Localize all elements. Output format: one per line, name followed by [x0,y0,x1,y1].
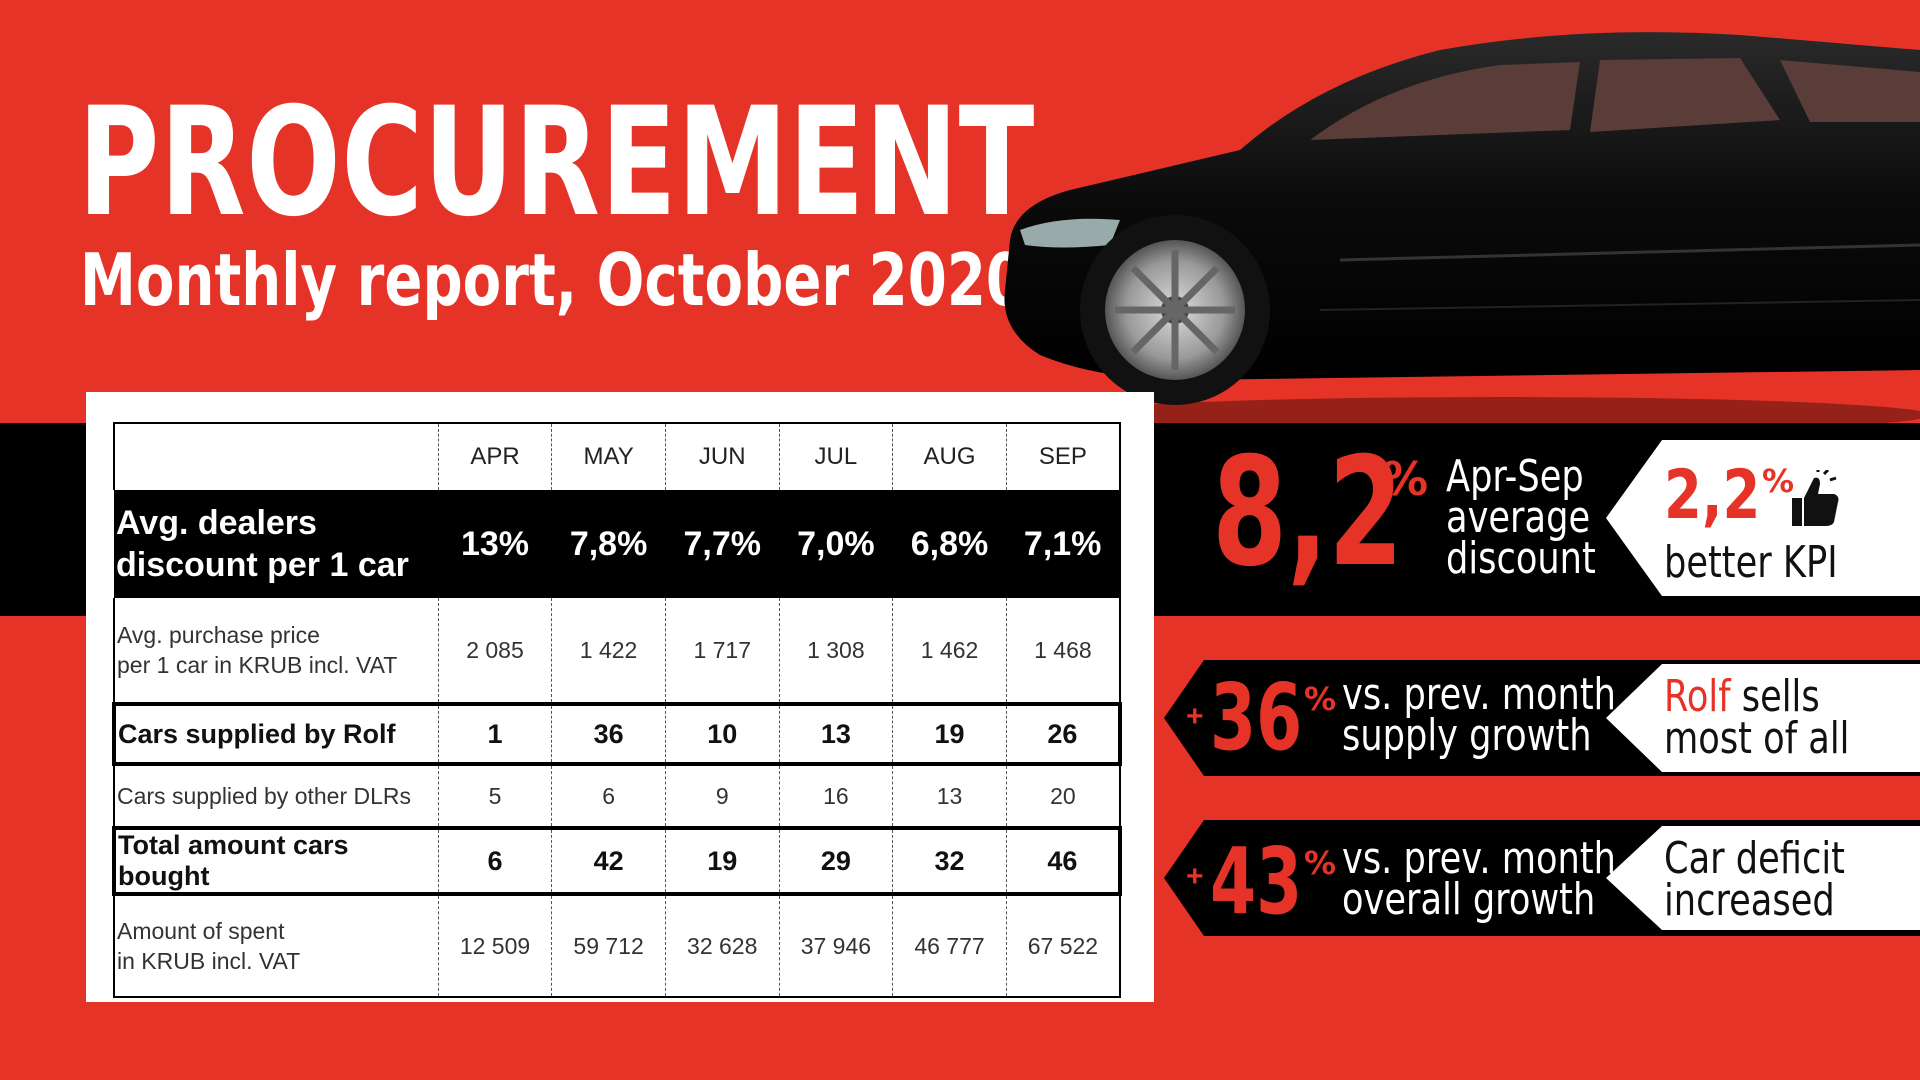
table-cell: 2 085 [437,598,552,704]
column-header: JUL [778,422,893,490]
kpi-supply-tag-shape [1606,664,1920,772]
tag-highlight: Rolf [1664,671,1731,722]
tag-line: sells [1730,671,1820,722]
table-cell: 32 [892,826,1007,896]
table-cell: 1 308 [778,598,893,704]
table-cell: 46 [1005,826,1122,896]
table-cell: 7,1% [1006,490,1121,598]
table-header-row: APR MAY JUN JUL AUG SEP [112,422,1121,490]
kpi-supply-sign: + [1186,700,1204,733]
kpi-discount-tag-text: better KPI [1664,537,1838,588]
kpi-overall-tag-shape [1606,826,1920,930]
page-subtitle: Monthly report, October 2020 [80,238,1025,322]
table-row-discount: Avg. dealers discount per 1 car 13% 7,8% … [114,490,1121,598]
row-label-line: discount per 1 car [116,546,409,584]
row-label: Avg. purchase price per 1 car in KRUB inc… [112,598,439,704]
table-cell: 36 [551,702,666,766]
kpi-overall-desc: vs. prev. month overall growth [1342,833,1616,925]
kpi-discount-desc: Apr-Sep average discount [1446,451,1596,584]
table-cell: 10 [664,702,780,766]
desc-line: supply growth [1342,710,1592,761]
header-empty [112,422,439,490]
thumbs-up-icon [1792,470,1839,526]
row-label-line: in KRUB incl. VAT [117,948,301,974]
desc-line: overall growth [1342,874,1596,925]
row-label: Cars supplied by Rolf [111,702,439,766]
table-cell: 7,0% [779,490,893,598]
desc-line: vs. prev. month [1342,833,1616,884]
column-header: AUG [892,422,1007,490]
kpi-overall-unit: % [1304,844,1337,882]
table-cell: 32 628 [664,894,780,998]
row-label-line: Avg. dealers [116,504,317,542]
table-cell: 13 [778,702,893,766]
table-cell: 6 [551,764,666,828]
table-row-rolf: Cars supplied by Rolf 1 36 10 13 19 26 [111,702,1122,766]
tag-line: increased [1664,875,1835,926]
table-row-spent: Amount of spent in KRUB incl. VAT 12 509 … [112,894,1121,998]
table-cell: 37 946 [778,894,893,998]
column-header: MAY [551,422,666,490]
row-label-line: Avg. purchase price [117,622,320,648]
kpi-discount-tag-shape [1606,440,1920,596]
table-cell: 7,7% [665,490,780,598]
desc-line: vs. prev. month [1342,669,1616,720]
table-cell: 5 [437,764,552,828]
table-cell: 19 [664,826,780,896]
column-header: APR [437,422,552,490]
kpi-discount-value: 8,2 [1212,426,1404,600]
desc-line: average [1446,492,1591,543]
table-cell: 1 422 [551,598,666,704]
table-cell: 13% [438,490,552,598]
car-image [1004,32,1920,430]
table-cell: 26 [1005,702,1122,766]
table-cell: 59 712 [551,894,666,998]
table-cell: 1 [437,702,552,766]
kpi-supply-desc: vs. prev. month supply growth [1342,669,1616,761]
table-cell: 20 [1005,764,1121,828]
table-cell: 67 522 [1005,894,1121,998]
table-cell: 6 [437,826,552,896]
table-cell: 9 [664,764,780,828]
desc-line: discount [1446,533,1596,584]
desc-line: Apr-Sep [1446,451,1584,502]
table-cell: 1 717 [664,598,780,704]
table-cell: 12 509 [437,894,552,998]
table-row-price: Avg. purchase price per 1 car in KRUB inc… [112,598,1121,704]
table-cell: 6,8% [892,490,1007,598]
table-cell: 13 [892,764,1007,828]
column-header: SEP [1005,422,1121,490]
kpi-supply-value: 36 [1210,664,1303,771]
column-header: JUN [664,422,780,490]
row-label: Total amount cars bought [111,826,439,896]
page-title: PROCUREMENT [78,76,1036,250]
table-cell: 19 [892,702,1007,766]
tag-line: Car deficit [1664,833,1845,884]
row-label: Avg. dealers discount per 1 car [114,490,439,598]
kpi-overall-value: 43 [1210,828,1303,935]
table-cell: 1 462 [892,598,1007,704]
kpi-supply-tag: Rolf sells most of all [1664,675,1850,764]
table-row-total: Total amount cars bought 6 42 19 29 32 4… [111,826,1122,896]
table-cell: 42 [551,826,666,896]
kpi-discount-tag-unit: % [1762,462,1795,500]
table-cell: 29 [778,826,893,896]
table-row-other: Cars supplied by other DLRs 5 6 9 16 13 … [112,764,1121,828]
kpi-discount-tag-value: 2,2 [1664,456,1761,535]
report-table: APR MAY JUN JUL AUG SEP Avg. dealers disc… [111,422,1122,998]
row-label: Cars supplied by other DLRs [112,764,439,828]
table-cell: 16 [778,764,893,828]
row-label-line: per 1 car in KRUB incl. VAT [117,652,398,678]
table-cell: 7,8% [551,490,666,598]
kpi-discount-unit: % [1382,452,1429,506]
row-label: Amount of spent in KRUB incl. VAT [112,894,439,998]
table-cell: 1 468 [1005,598,1121,704]
kpi-overall-tag: Car deficit increased [1664,833,1845,926]
table-cell: 46 777 [892,894,1007,998]
row-label-line: Amount of spent [117,918,285,944]
kpi-supply-unit: % [1304,680,1337,718]
tag-line: most of all [1664,713,1850,764]
kpi-overall-sign: + [1186,860,1204,893]
